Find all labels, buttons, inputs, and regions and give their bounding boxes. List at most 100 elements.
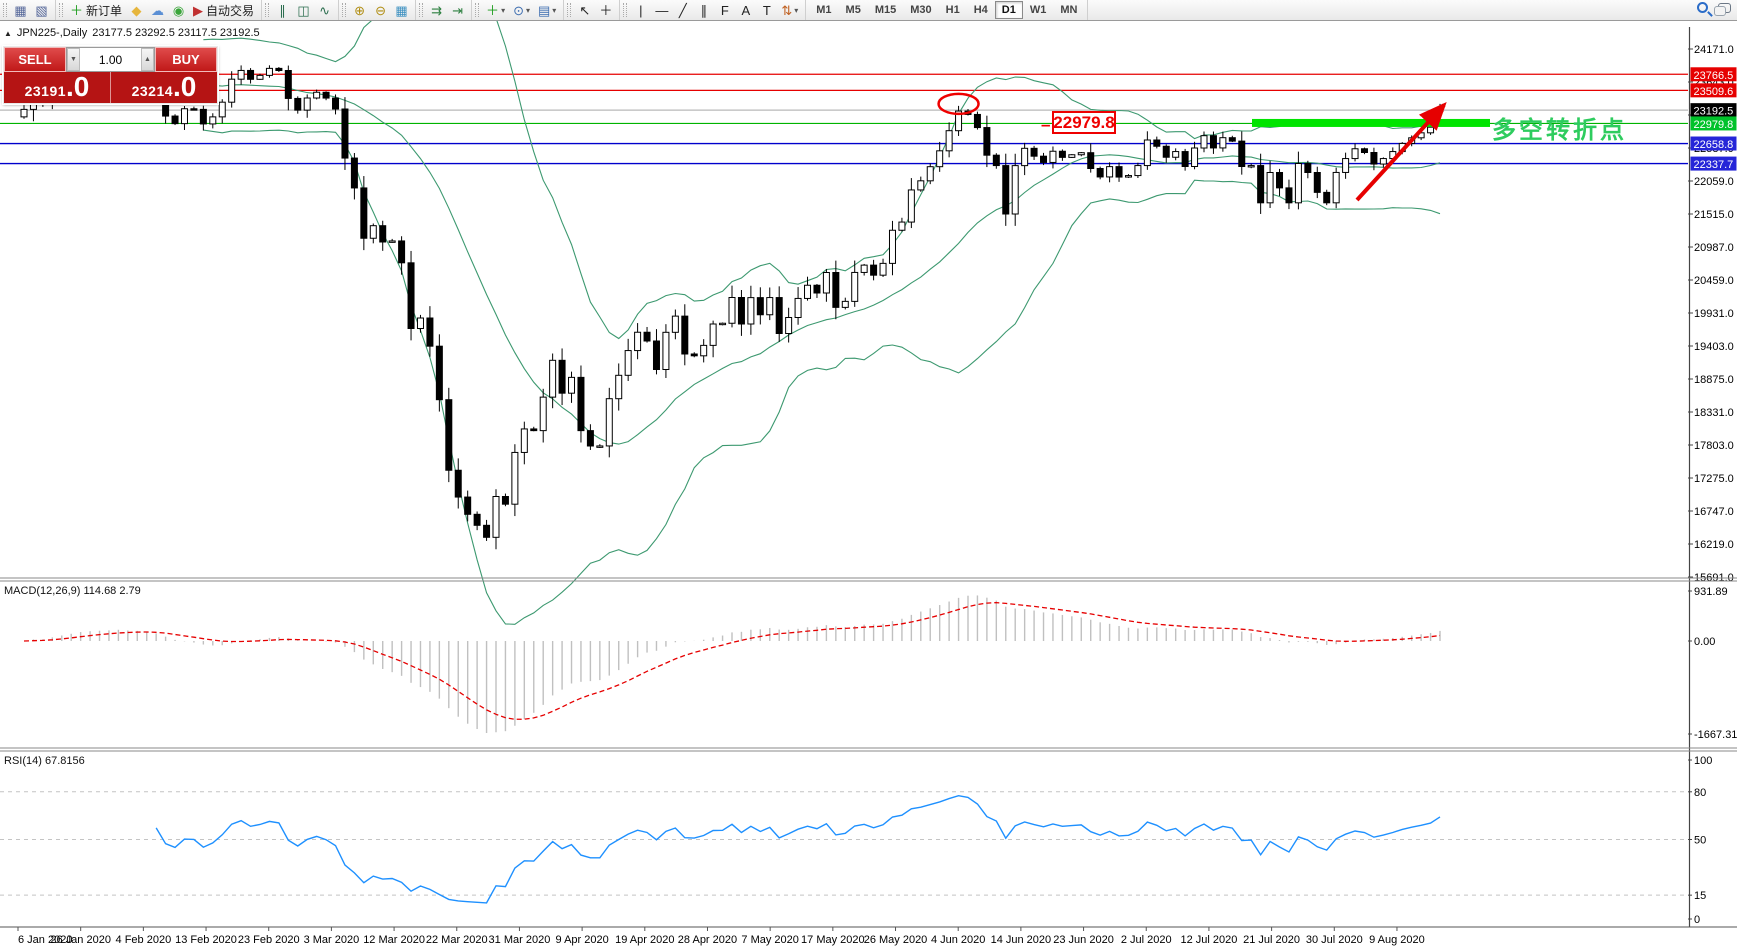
timeframe-h1[interactable]: H1 <box>945 4 960 16</box>
fibonacci-button[interactable]: F <box>714 1 735 19</box>
text-label-button[interactable]: T <box>756 1 777 19</box>
price-tick-label: 16219.0 <box>1694 539 1734 551</box>
horizontal-line-button[interactable]: — <box>651 1 672 19</box>
date-tick-label: 13 Feb 2020 <box>175 934 237 946</box>
macd-axis-label: 931.89 <box>1694 586 1728 598</box>
toolbar-drag-handle <box>475 3 480 17</box>
indicators-icon: ＋ <box>486 2 500 18</box>
timeframe-m5[interactable]: M5 <box>845 4 861 16</box>
timeframe-m1[interactable]: M1 <box>816 4 832 16</box>
volume-increase-button[interactable]: ▲ <box>141 48 154 71</box>
timeframe-m15[interactable]: M15 <box>874 4 897 16</box>
new-order-button[interactable]: ＋新订单 <box>66 1 126 19</box>
toolbar-drag-handle <box>342 3 347 17</box>
timeframe-group: M1 M5 M15 M30 H1 H4 D1 W1 MN <box>806 0 1089 20</box>
toolbar-group: ▦ ▧ <box>0 0 56 20</box>
sell-button[interactable]: SELL <box>4 47 66 72</box>
price-badge-label: 22337.7 <box>1694 159 1734 171</box>
metaeditor-button[interactable]: ◆ <box>126 1 147 19</box>
toolbar-button-label: 自动交易 <box>206 3 255 18</box>
volume-input[interactable]: 1.00 <box>80 48 141 71</box>
community-button[interactable]: ☁ <box>147 1 168 19</box>
chart-shift-icon: ⇥ <box>452 2 463 18</box>
timeframe-m30[interactable]: M30 <box>910 4 932 16</box>
toolbar-drag-handle <box>59 3 63 17</box>
price-badge <box>1690 83 1737 98</box>
cursor-icon: ↖ <box>579 2 591 18</box>
zoom-out-button[interactable]: ⊖ <box>370 1 391 19</box>
fibonacci-icon: F <box>720 2 729 18</box>
price-tick-label: 22059.0 <box>1694 176 1734 188</box>
price-badge <box>1690 67 1737 82</box>
signals-button[interactable]: ◉ <box>168 1 189 19</box>
chat-icon[interactable] <box>1714 2 1731 16</box>
toolbar-group: ∥ ◫ ∿ <box>262 0 340 20</box>
timeframe-w1[interactable]: W1 <box>1029 4 1047 16</box>
new-chart-button[interactable]: ▦ <box>10 1 31 19</box>
chart-shift-button[interactable]: ⇥ <box>447 1 468 19</box>
price-tick-label: 19931.0 <box>1694 308 1734 320</box>
crosshair-button[interactable]: ＋ <box>595 1 616 19</box>
tile-windows-button[interactable]: ▦ <box>391 1 412 19</box>
sell-price[interactable]: 23191.0 <box>24 71 90 102</box>
line-chart-button[interactable]: ∿ <box>314 1 335 19</box>
price-level-annotation[interactable]: 22979.8 <box>1041 111 1116 135</box>
trend-arrow-annotation[interactable] <box>1355 102 1447 202</box>
volume-decrease-button[interactable]: ▼ <box>67 48 80 71</box>
buy-price[interactable]: 23214.0 <box>131 71 197 102</box>
price-tick-label: 19403.0 <box>1694 341 1734 353</box>
auto-scroll-button[interactable]: ⇉ <box>426 1 447 19</box>
timeframe-mn[interactable]: MN <box>1060 4 1078 16</box>
toolbar-group: ＋新订单 ◆ ☁ ◉ ▶ 自动交易 <box>56 0 263 20</box>
bollinger-lower-band <box>203 129 1441 625</box>
toolbar-group: ⇉ ⇥ <box>416 0 473 20</box>
toolbar-group: ↖ ＋ <box>564 0 621 20</box>
price-badge <box>1690 156 1737 171</box>
macd-axis-label: 0.00 <box>1694 636 1715 648</box>
profiles-button[interactable]: ▧ <box>31 1 52 19</box>
arrows-icon: ⇅ <box>781 2 793 18</box>
bar-chart-button[interactable]: ∥ <box>272 1 293 19</box>
price-badge-label: 22658.8 <box>1694 139 1734 151</box>
price-axis: 24171.023643.023115.022587.022059.021515… <box>1688 27 1737 927</box>
trendline-button[interactable]: ╱ <box>672 1 693 19</box>
rsi-label: RSI(14) 67.8156 <box>4 755 85 767</box>
buy-button[interactable]: BUY <box>155 47 217 72</box>
price-tick-label: 24171.0 <box>1694 44 1734 56</box>
vertical-line-button[interactable]: | <box>630 1 651 19</box>
candlestick-chart-button[interactable]: ◫ <box>293 1 314 19</box>
toolbar-drag-handle <box>623 3 628 17</box>
date-tick-label: 9 Apr 2020 <box>556 934 609 946</box>
autotrading-button[interactable]: ▶ 自动交易 <box>189 1 258 19</box>
periods-button[interactable]: ⊙ ▾ <box>509 1 534 19</box>
arrows-button[interactable]: ⇅ ▾ <box>777 1 802 19</box>
turning-point-annotation[interactable]: 多空转折点 <box>1492 117 1627 144</box>
chart-window: 24171.023643.023115.022587.022059.021515… <box>0 21 1737 946</box>
text-button[interactable]: A <box>735 1 756 19</box>
chart-canvas[interactable]: 24171.023643.023115.022587.022059.021515… <box>0 21 1737 946</box>
channel-button[interactable]: ∥ <box>693 1 714 19</box>
price-tick-label: 18331.0 <box>1694 407 1734 419</box>
toolbar-drag-handle <box>419 3 424 17</box>
highlight-bar-annotation[interactable] <box>1252 118 1490 127</box>
date-tick-label: 2 Jul 2020 <box>1121 934 1172 946</box>
toolbar-group: | — ╱ ∥ F A T ⇅ ▾ <box>620 0 807 20</box>
macd-axis-label: -1667.31 <box>1694 729 1737 741</box>
macd-label: MACD(12,26,9) 114.68 2.79 <box>4 585 141 597</box>
signals-icon: ◉ <box>172 2 185 18</box>
trade-panel-toggle-arrow[interactable]: ▲ <box>4 28 12 38</box>
toolbar-button-label: 新订单 <box>86 3 123 18</box>
timeframe-d1[interactable]: D1 <box>994 1 1023 19</box>
peak-circle-annotation[interactable] <box>937 92 980 116</box>
zoom-in-button[interactable]: ⊕ <box>349 1 370 19</box>
toolbar-drag-handle <box>265 3 270 17</box>
timeframe-h4[interactable]: H4 <box>973 4 988 16</box>
bollinger-upper-band <box>203 21 1441 340</box>
indicators-button[interactable]: ＋ ▾ <box>482 1 509 19</box>
channel-icon: ∥ <box>700 2 708 18</box>
cursor-button[interactable]: ↖ <box>574 1 595 19</box>
date-tick-label: 12 Jul 2020 <box>1180 934 1237 946</box>
templates-button[interactable]: ▤ ▾ <box>534 1 560 19</box>
search-icon[interactable] <box>1697 2 1708 13</box>
